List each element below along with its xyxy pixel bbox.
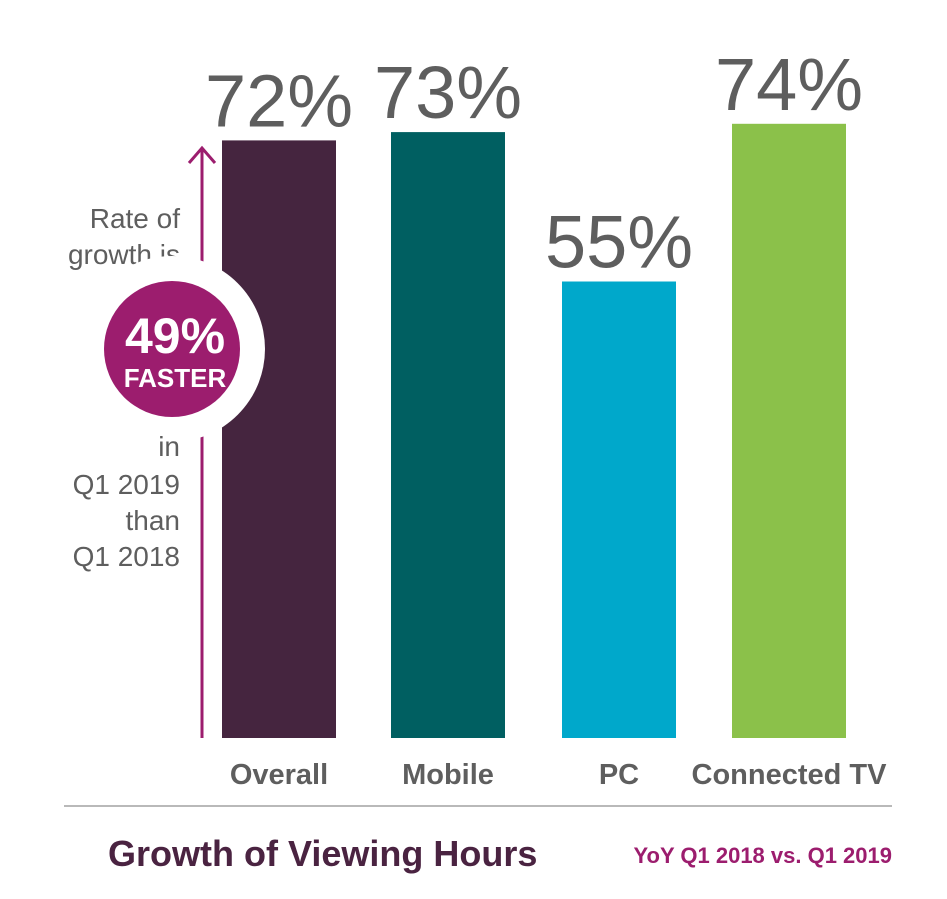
value-label-mobile: 73% [374,51,522,134]
bar-overall [222,140,336,738]
value-label-connected-tv: 74% [715,43,863,126]
value-label-pc: 55% [545,201,693,284]
bar-mobile [391,132,505,739]
badge-value: 49% [125,308,225,364]
badge-label: FASTER [124,363,227,393]
chart-title: Growth of Viewing Hours [108,833,537,874]
bar-connected-tv [732,123,846,739]
annotation-line5: than [126,505,181,536]
faster-badge [104,281,240,417]
bars-group [222,123,846,739]
growth-arrow-head [187,145,217,164]
chart-subtitle: YoY Q1 2018 vs. Q1 2019 [634,843,892,868]
category-label-overall: Overall [230,759,328,791]
annotation-line6: Q1 2018 [73,541,180,572]
category-label-mobile: Mobile [402,759,494,791]
category-label-pc: PC [599,759,639,791]
value-label-overall: 72% [205,59,353,142]
annotation-line1: Rate of [90,203,180,234]
annotation-line3: in [158,431,180,462]
category-label-connected-tv: Connected TV [692,759,888,791]
annotation-line4: Q1 2019 [73,469,180,500]
value-labels-group: 72% 73% 55% 74% [205,43,863,284]
bar-pc [562,281,676,738]
category-labels-group: Overall Mobile PC Connected TV [230,759,887,791]
